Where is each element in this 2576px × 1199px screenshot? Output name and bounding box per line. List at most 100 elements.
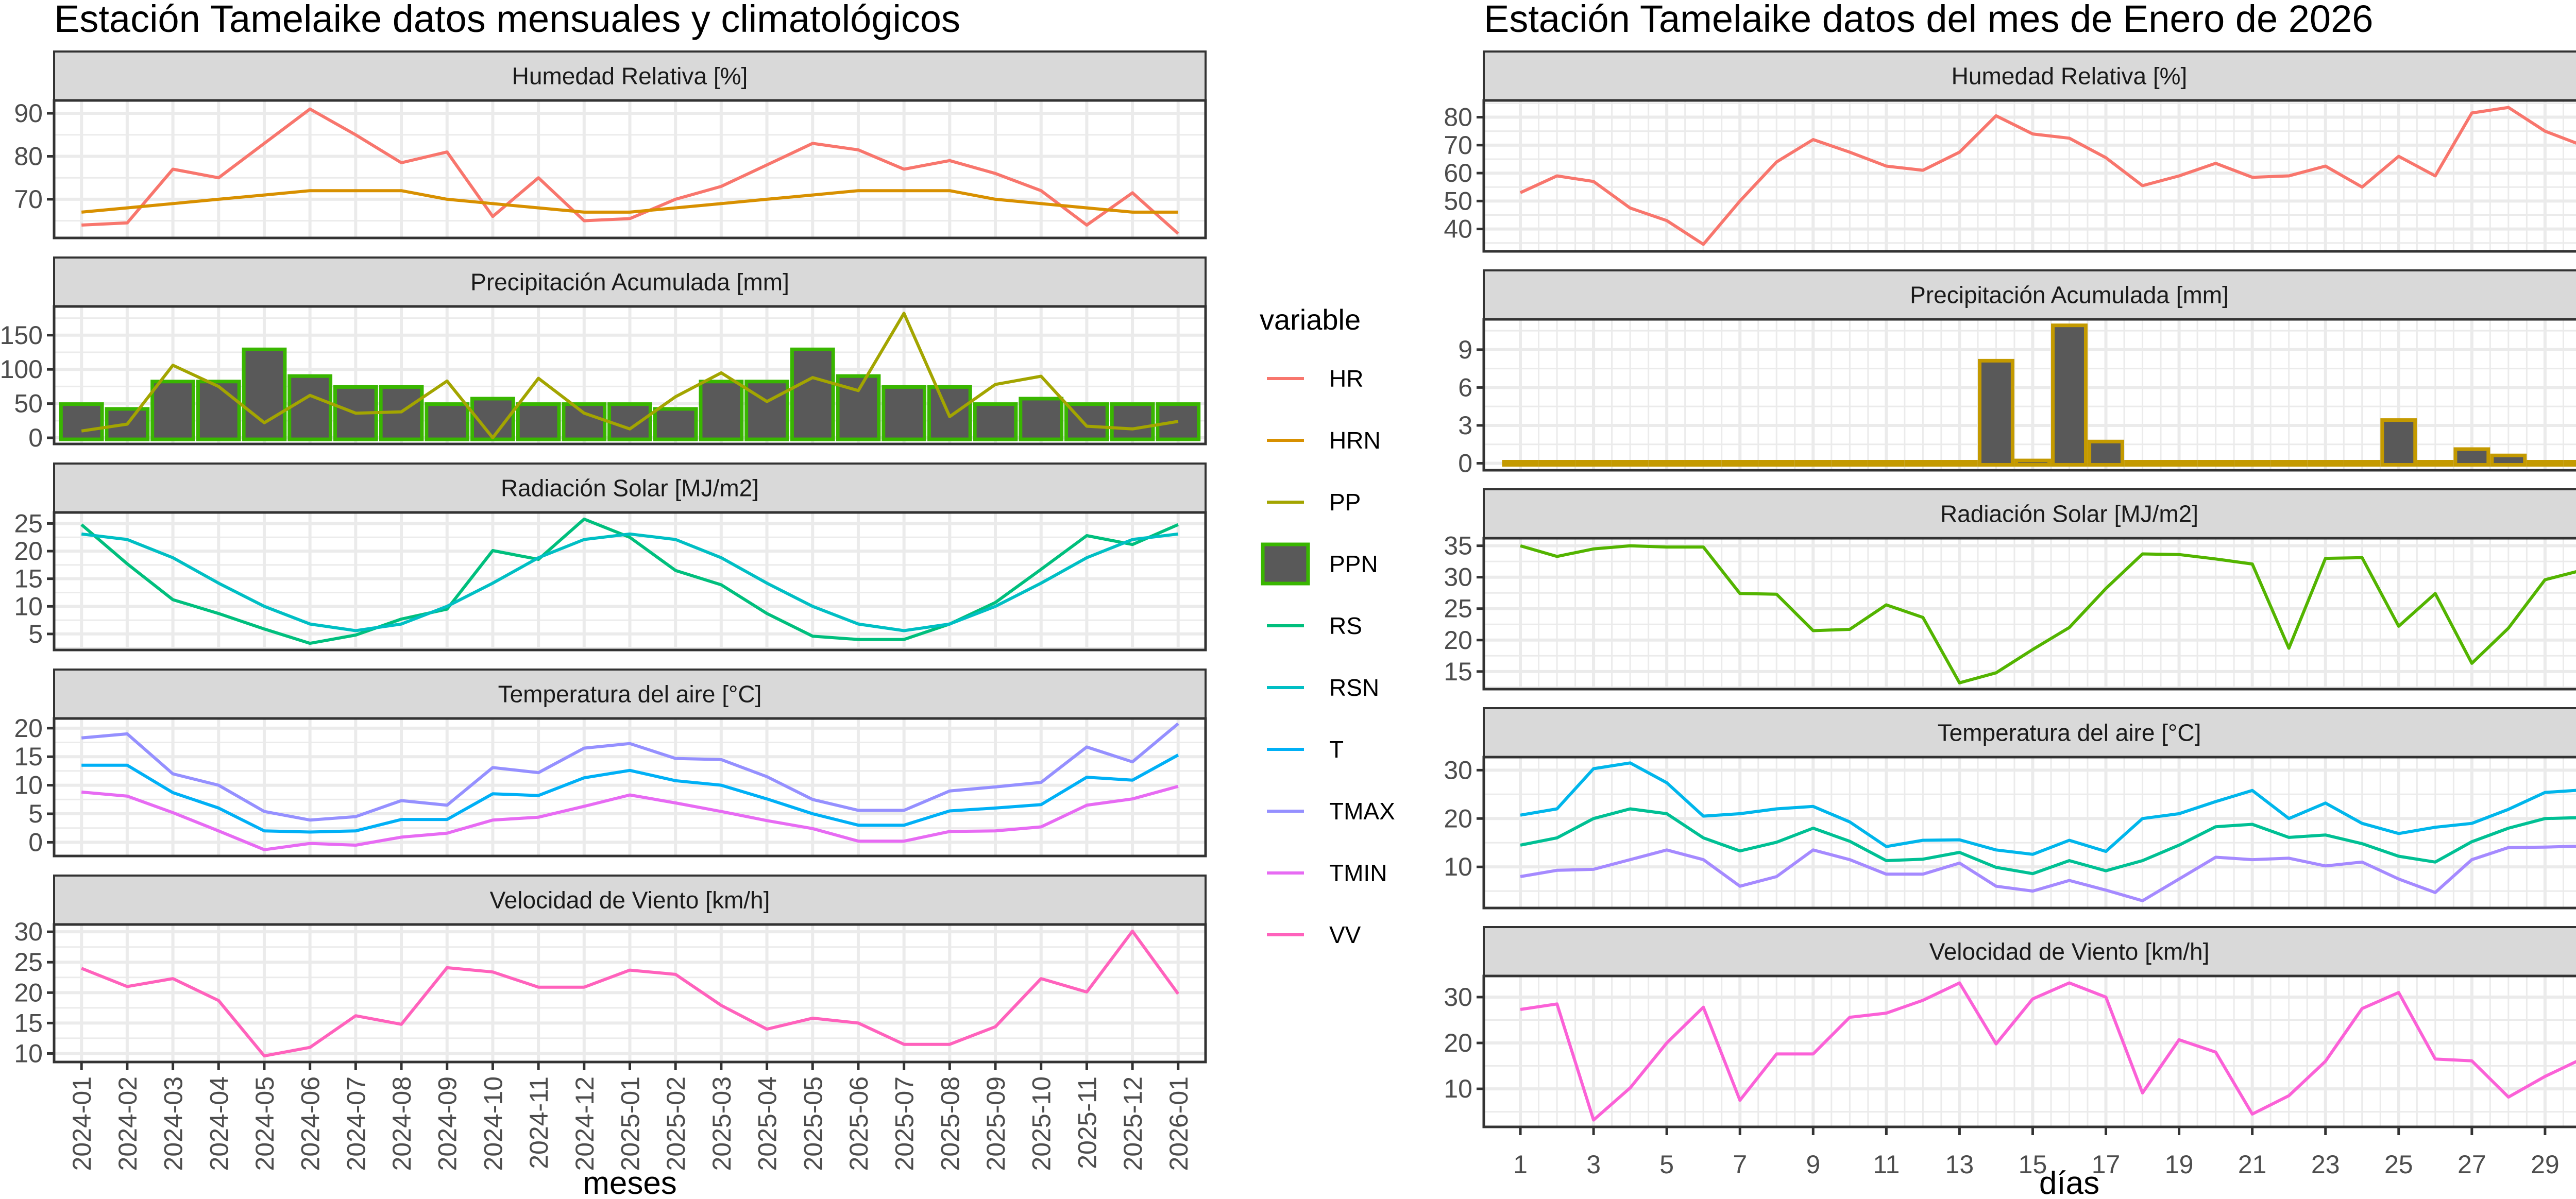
y-tick-label: 70 xyxy=(1444,131,1472,160)
x-tick-label: 27 xyxy=(2458,1150,2486,1179)
legend-label: PP xyxy=(1329,489,1361,516)
bar-pp xyxy=(2051,323,2088,467)
bar-pp xyxy=(1868,460,1905,467)
x-tick-label: 2024-04 xyxy=(205,1076,233,1171)
bar-ppn xyxy=(790,347,835,441)
bar-pp xyxy=(2270,460,2308,467)
x-tick-label: 2025-07 xyxy=(890,1076,919,1171)
bar-pp xyxy=(2527,460,2564,467)
figure-title: Estación Tamelaike datos mensuales y cli… xyxy=(54,0,961,40)
y-tick-label: 3 xyxy=(1458,411,1472,440)
bar-ppn xyxy=(287,374,333,441)
bar-pp xyxy=(1721,460,1758,467)
facet-strip-label: Velocidad de Viento [km/h] xyxy=(490,887,770,914)
bar-pp xyxy=(2563,460,2576,467)
y-tick-label: 9 xyxy=(1458,335,1472,364)
facet-panel: Temperatura del aire [°C] 10 20 30 xyxy=(1444,707,2576,910)
y-tick-label: 100 xyxy=(0,355,43,384)
y-tick-label: 50 xyxy=(1444,186,1472,215)
facet-panel: Precipitación Acumulada [mm] 0 3 6 9 xyxy=(1458,269,2576,478)
monthly-chart-svg: Humedad Relativa [%] 70 80 90 Precipitación … xyxy=(0,50,1395,1199)
bar-ppn xyxy=(516,402,561,441)
facet-strip xyxy=(53,669,1207,720)
bar-pp xyxy=(1794,460,1832,467)
panel-border xyxy=(1482,756,2576,910)
series-line-t xyxy=(81,753,1179,834)
x-tick-label: 29 xyxy=(2531,1150,2560,1179)
legend-item: VV xyxy=(1267,921,1361,948)
x-tick-label: 2026-01 xyxy=(1164,1076,1193,1171)
legend-title: variable xyxy=(1260,303,1361,336)
x-tick-label: 2025-06 xyxy=(844,1076,873,1171)
x-tick-label: 5 xyxy=(1659,1150,1674,1179)
facet-strip-label: Radiación Solar [MJ/m2] xyxy=(501,475,759,502)
bar-ppn xyxy=(562,402,607,441)
panel-border xyxy=(1482,974,2576,1128)
facet-strip xyxy=(53,256,1207,307)
bar-pp xyxy=(1941,460,1978,467)
x-tick-label: 2025-02 xyxy=(662,1076,690,1171)
facet-strip xyxy=(1483,488,2576,539)
facet-strip xyxy=(1483,926,2576,977)
y-tick-label: 30 xyxy=(14,917,43,946)
series-line-tmax xyxy=(81,722,1179,822)
series-line-hr xyxy=(1519,106,2576,246)
legend-label: HR xyxy=(1329,365,1363,392)
y-tick-label: 15 xyxy=(14,1008,43,1037)
x-tick-label: 13 xyxy=(1945,1150,1974,1179)
x-tick-label: 2025-11 xyxy=(1073,1076,1101,1169)
legend-label: VV xyxy=(1329,921,1361,948)
legend-item: HRN xyxy=(1267,427,1381,454)
y-tick-label: 5 xyxy=(28,799,43,828)
y-tick-label: 150 xyxy=(0,321,43,350)
x-tick-label: 2025-04 xyxy=(753,1076,782,1171)
legend-item: RS xyxy=(1267,612,1362,639)
y-tick-label: 90 xyxy=(14,99,43,128)
series-line-pp xyxy=(81,312,1179,439)
series-line-tmin xyxy=(1520,845,2576,902)
bar-pp xyxy=(1758,460,1795,467)
y-tick-label: 30 xyxy=(1444,983,1472,1012)
facet-strip xyxy=(53,463,1207,513)
bar-ppn xyxy=(425,402,470,441)
y-tick-label: 0 xyxy=(1458,449,1472,478)
bar-pp xyxy=(2234,460,2271,467)
y-tick-label: 70 xyxy=(14,185,43,214)
panel-border xyxy=(1482,99,2576,253)
x-tick-label: 2025-08 xyxy=(936,1076,964,1171)
facet-panel: Humedad Relativa [%] 70 80 90 xyxy=(14,50,1207,239)
y-tick-label: 30 xyxy=(1444,756,1472,784)
legend-item: T xyxy=(1267,736,1344,763)
legend-item: TMIN xyxy=(1267,860,1387,886)
series-line-t xyxy=(1520,807,2576,876)
y-tick-label: 80 xyxy=(1444,103,1472,132)
x-tick-label: 2025-10 xyxy=(1027,1076,1056,1171)
facet-strip-label: Precipitación Acumulada [mm] xyxy=(1910,282,2229,309)
x-tick-label: 11 xyxy=(1873,1150,1900,1179)
bar-ppn xyxy=(59,402,104,441)
bar-pp xyxy=(1904,460,1941,467)
x-tick-label: 2024-12 xyxy=(570,1076,599,1171)
facet-strip-label: Velocidad de Viento [km/h] xyxy=(1929,938,2210,965)
x-tick-label: 2025-05 xyxy=(799,1076,827,1171)
x-tick-label: 23 xyxy=(2311,1150,2340,1179)
bar-ppn xyxy=(973,402,1018,441)
bar-pp xyxy=(2417,460,2454,467)
y-tick-label: 20 xyxy=(1444,626,1472,655)
x-tick-label: 2025-03 xyxy=(707,1076,736,1171)
panel-border xyxy=(53,717,1207,858)
legend-item: HR xyxy=(1267,365,1363,392)
series-line-rsn xyxy=(81,532,1179,632)
bar-pp xyxy=(2197,460,2234,467)
bar-pp xyxy=(2014,458,2051,467)
bar-pp xyxy=(1831,460,1868,467)
y-tick-label: 15 xyxy=(14,564,43,593)
bar-pp xyxy=(2161,460,2198,467)
daily-january-figure: Estación Tamelaike datos del mes de Ener… xyxy=(1437,0,2576,1199)
x-tick-label: 21 xyxy=(2238,1150,2267,1179)
x-tick-label: 2024-02 xyxy=(113,1076,142,1171)
y-tick-label: 5 xyxy=(28,620,43,648)
bar-ppn xyxy=(242,347,287,441)
